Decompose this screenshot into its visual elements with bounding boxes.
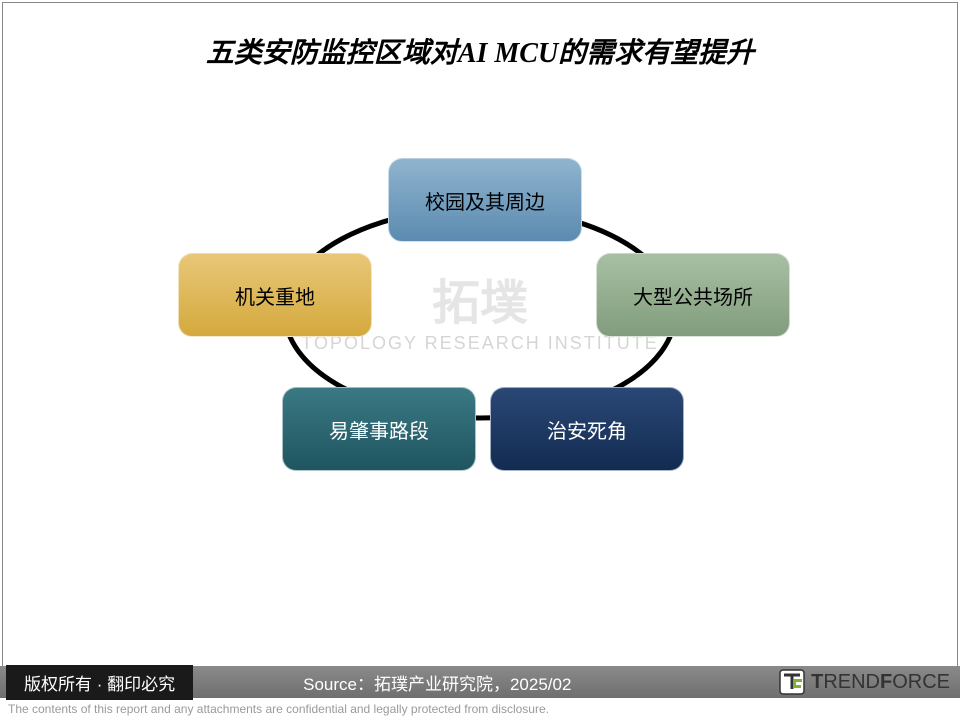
slide-title: 五类安防监控区域对AI MCU的需求有望提升 — [3, 31, 957, 71]
logo-part1a: T — [811, 671, 823, 693]
cycle-node-3: 易肇事路段 — [282, 387, 476, 471]
logo-icon — [779, 669, 805, 695]
cycle-node-0: 校园及其周边 — [388, 158, 582, 242]
cycle-node-4: 机关重地 — [178, 253, 372, 337]
slide-frame: 五类安防监控区域对AI MCU的需求有望提升 拓墣 TOPOLOGY RESEA… — [2, 2, 958, 677]
copyright-label: 版权所有 · 翻印必究 — [6, 665, 193, 700]
logo-part1b: REND — [823, 671, 880, 693]
trendforce-logo: TRENDFORCE — [779, 669, 950, 695]
footer-bar: 版权所有 · 翻印必究 Source：拓璞产业研究院，2025/02 TREND… — [0, 666, 960, 698]
cycle-diagram: 校园及其周边大型公共场所治安死角易肇事路段 机关重地 — [170, 153, 790, 493]
logo-part2b: ORCE — [892, 671, 950, 693]
logo-text: TRENDFORCE — [811, 671, 950, 694]
cycle-node-2: 治安死角 — [490, 387, 684, 471]
disclaimer-text: The contents of this report and any atta… — [8, 702, 549, 716]
cycle-node-1: 大型公共场所 — [596, 253, 790, 337]
logo-part2a: F — [880, 671, 892, 693]
source-label: Source：拓璞产业研究院，2025/02 — [303, 670, 571, 695]
